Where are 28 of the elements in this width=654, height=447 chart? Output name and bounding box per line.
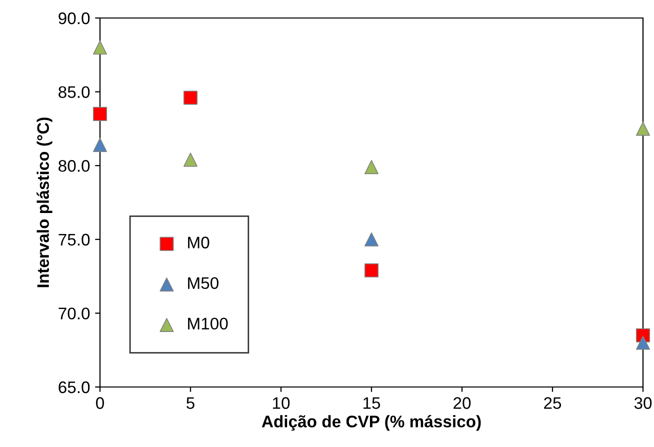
y-tick-label: 75.0 <box>58 234 90 246</box>
x-axis-title: Adição de CVP (% mássico) <box>262 415 481 431</box>
x-tick-label: 30 <box>634 397 652 409</box>
legend-label: M0 <box>188 236 210 248</box>
x-tick-label: 15 <box>364 397 380 409</box>
x-tick-label: 10 <box>273 397 290 409</box>
legend-label: M50 <box>188 277 218 290</box>
point <box>92 106 108 121</box>
point <box>364 263 379 278</box>
y-axis-title: Intervalo plástico (°C) <box>36 118 52 288</box>
y-tick-label: 85.0 <box>58 86 90 98</box>
x-tick-label: 25 <box>544 397 562 409</box>
x-tick-label: 5 <box>186 397 194 409</box>
point <box>636 336 650 350</box>
point <box>183 90 198 105</box>
point <box>364 232 379 246</box>
point <box>183 152 198 167</box>
point <box>364 160 379 174</box>
x-tick-label: 20 <box>454 397 471 409</box>
x-tick-label: 0 <box>96 397 104 409</box>
point <box>636 122 650 136</box>
point <box>92 40 108 55</box>
point <box>92 138 108 152</box>
y-tick-label: 80.0 <box>58 160 90 172</box>
y-tick-label: 65.0 <box>58 381 90 394</box>
y-tick-label: 90.0 <box>58 12 90 24</box>
y-tick-label: 70.0 <box>58 308 90 320</box>
legend-label: M100 <box>188 318 228 330</box>
